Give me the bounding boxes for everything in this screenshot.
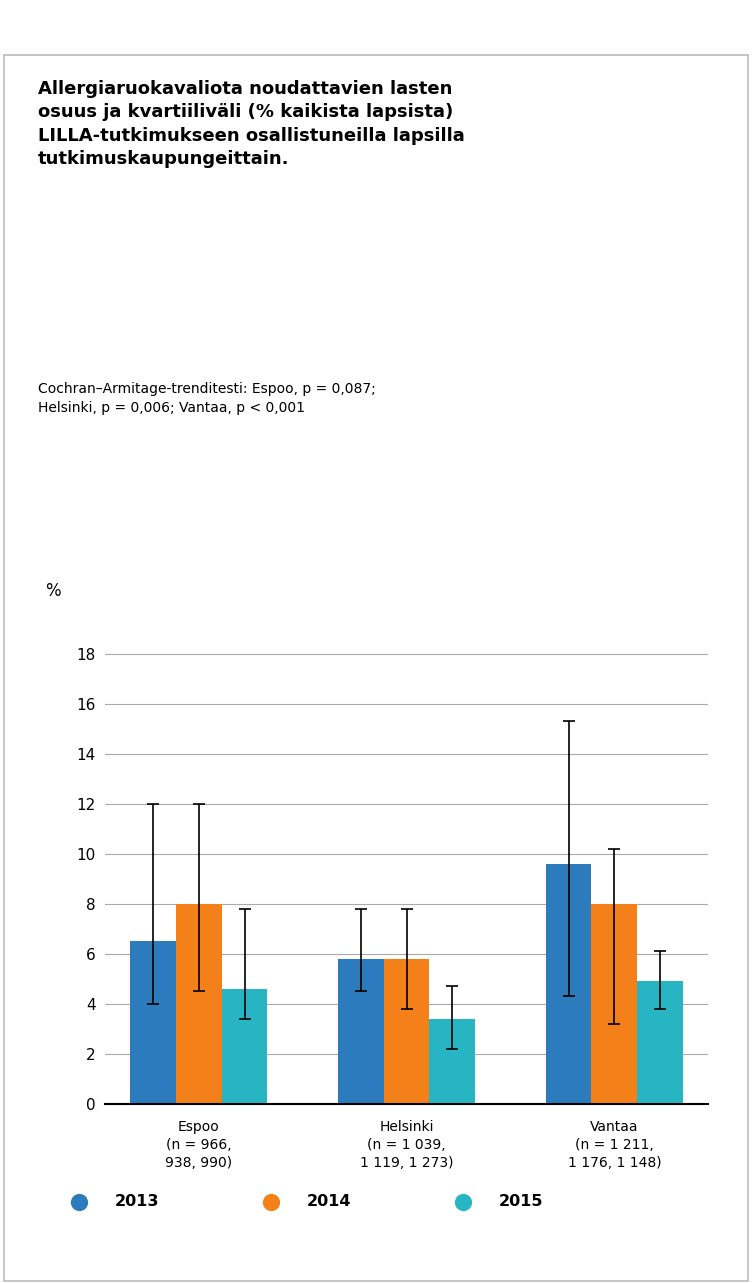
Text: Allergiaruokavaliota noudattavien lasten
osuus ja kvartiiliväli (% kaikista laps: Allergiaruokavaliota noudattavien lasten…	[38, 80, 465, 168]
Text: KUVIO 2.: KUVIO 2.	[23, 19, 120, 37]
Bar	[429, 1019, 475, 1105]
Bar	[384, 958, 429, 1105]
Bar	[546, 863, 592, 1105]
Bar	[130, 942, 176, 1105]
Bar	[221, 989, 267, 1105]
Text: 2015: 2015	[498, 1194, 543, 1210]
Bar	[637, 981, 683, 1105]
Text: 2014: 2014	[306, 1194, 351, 1210]
Text: Cochran–Armitage-trenditesti: Espoo, p = 0,087;
Helsinki, p = 0,006; Vantaa, p <: Cochran–Armitage-trenditesti: Espoo, p =…	[38, 382, 376, 414]
Bar	[338, 958, 384, 1105]
Text: 2013: 2013	[114, 1194, 159, 1210]
Bar	[592, 905, 637, 1105]
Point	[549, 958, 561, 979]
Text: %: %	[45, 582, 61, 600]
Bar	[176, 905, 221, 1105]
